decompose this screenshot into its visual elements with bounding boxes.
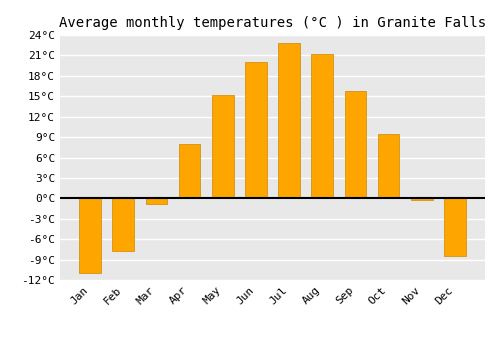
Bar (312, 54, 333, 198)
Bar (278, 43, 300, 198)
Bar (378, 134, 400, 198)
Bar (245, 62, 266, 198)
Bar (146, 198, 167, 204)
Bar (444, 198, 466, 256)
Bar (179, 144, 201, 198)
Bar (411, 198, 432, 200)
Bar (212, 95, 234, 198)
Title: Average monthly temperatures (°C ) in Granite Falls: Average monthly temperatures (°C ) in Gr… (59, 16, 486, 30)
Bar (80, 198, 101, 273)
Bar (112, 198, 134, 251)
Bar (344, 91, 366, 198)
